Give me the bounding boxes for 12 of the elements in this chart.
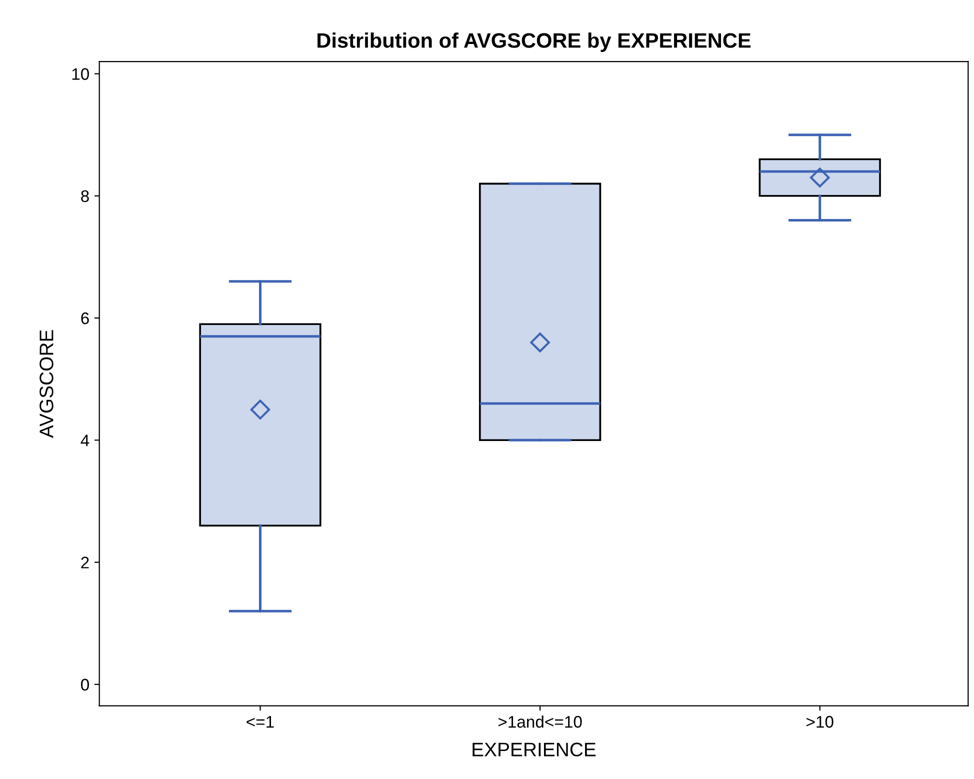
x-axis-title: EXPERIENCE [472, 742, 596, 756]
y-tick-label: 6 [81, 312, 89, 324]
y-tick-label: 8 [81, 190, 89, 202]
x-tick-label: >1and<=10 [498, 715, 582, 728]
chart-title: Distribution of AVGSCORE by EXPERIENCE [318, 32, 751, 52]
x-tick-label: >10 [806, 716, 834, 728]
y-tick-label: 2 [81, 556, 89, 568]
y-tick-label: 10 [72, 68, 89, 80]
y-tick-label: 4 [80, 434, 90, 446]
y-axis-title: AVGSCORE [40, 330, 54, 438]
x-tick-label: <=1 [246, 716, 274, 728]
y-tick-label: 0 [81, 678, 89, 691]
